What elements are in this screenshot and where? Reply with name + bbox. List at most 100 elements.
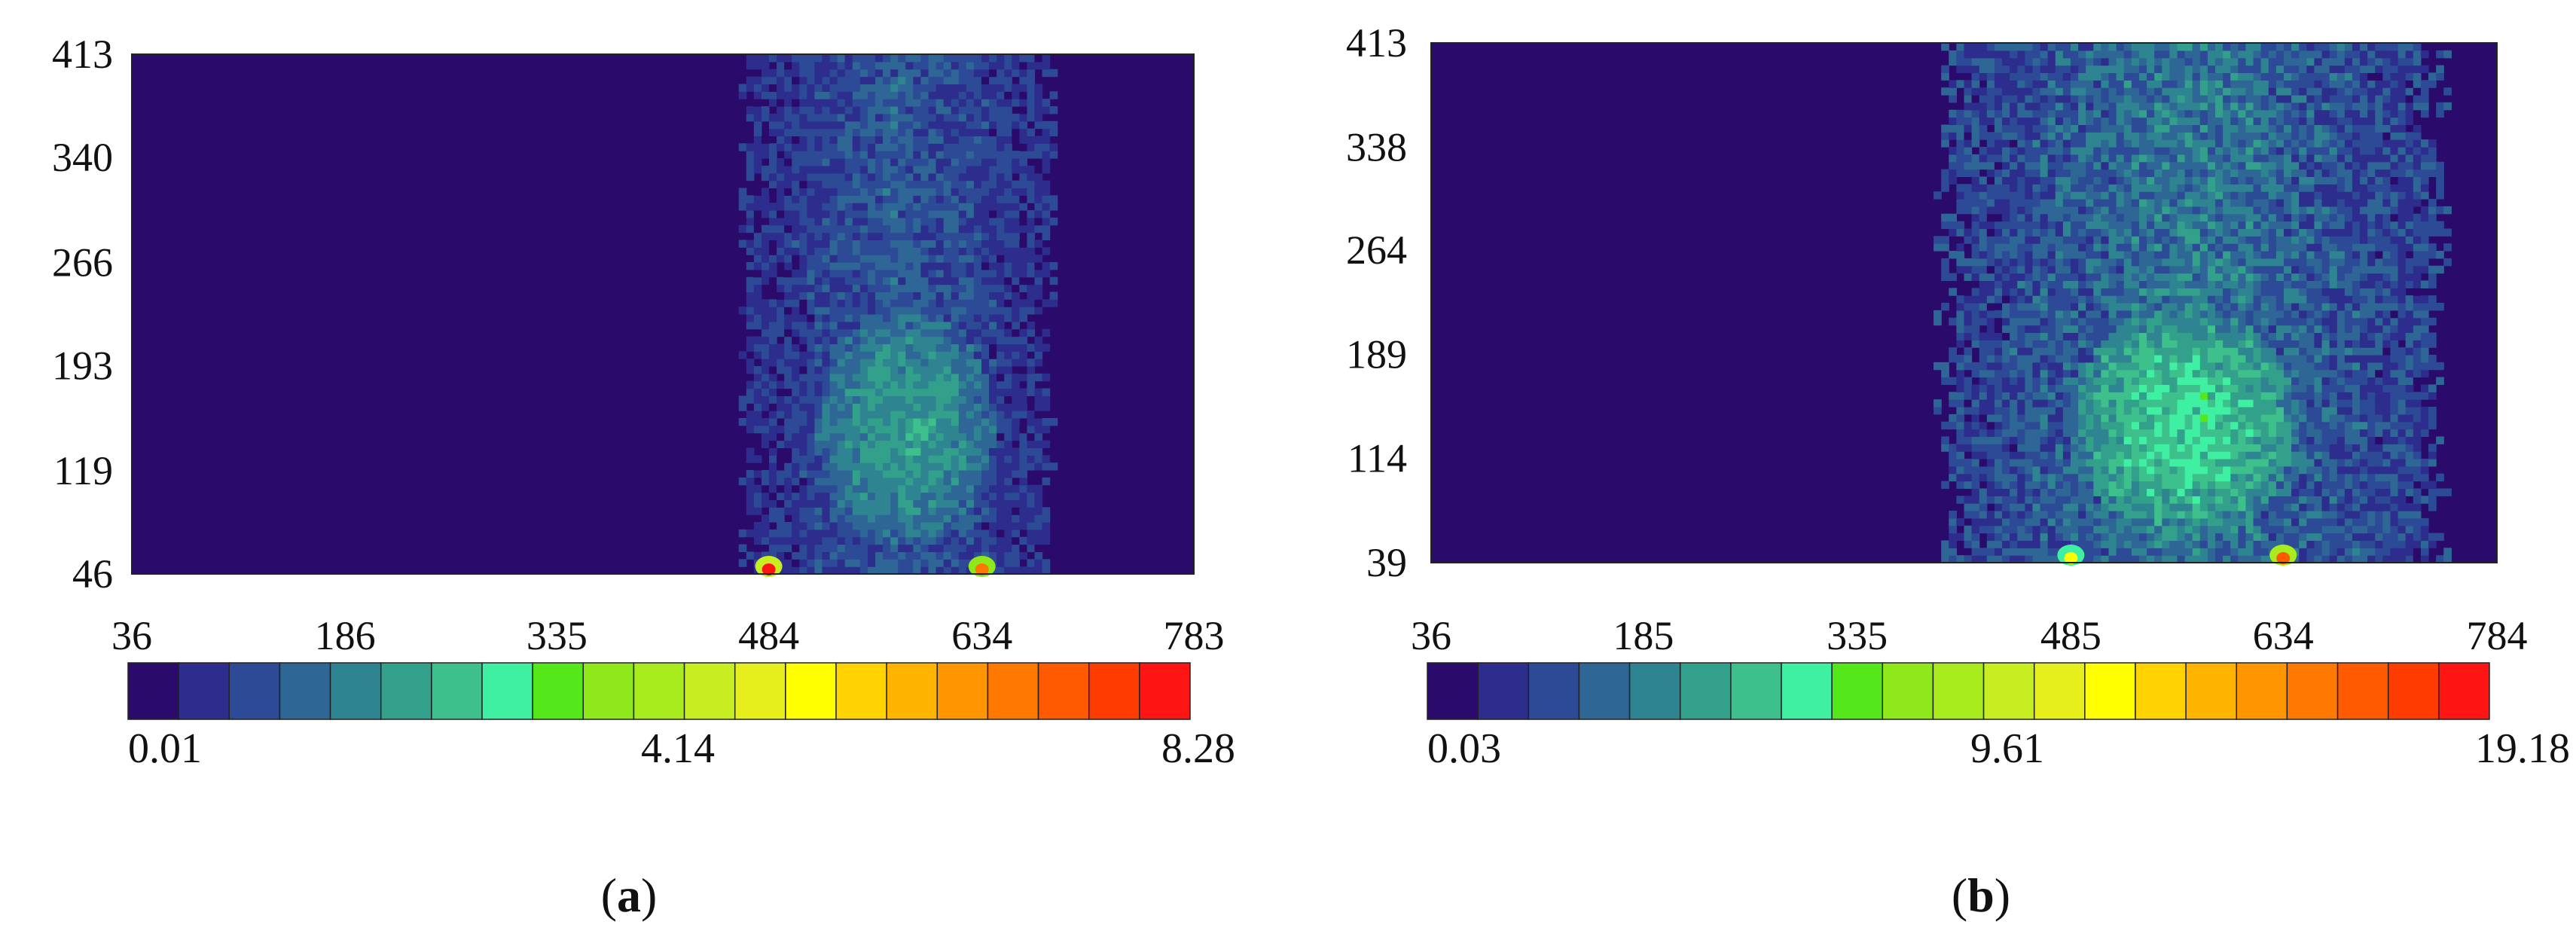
heatmap-cell [2032, 525, 2041, 534]
heatmap-cell [852, 551, 861, 560]
heatmap-cell [2055, 191, 2064, 200]
heatmap-cell [769, 217, 777, 226]
heatmap-cell [852, 462, 861, 471]
heatmap-cell [913, 299, 922, 307]
heatmap-cell [905, 269, 914, 278]
heatmap-cell [1971, 465, 1980, 475]
heatmap-cell [2055, 465, 2064, 475]
heatmap-cell [2162, 50, 2170, 59]
heatmap-cell [807, 536, 816, 545]
heatmap-cell [2032, 488, 2041, 496]
heatmap-cell [875, 255, 884, 263]
heatmap-cell [898, 455, 906, 463]
heatmap-cell [1994, 184, 2003, 192]
heatmap-cell [2010, 533, 2018, 542]
heatmap-cell [2108, 436, 2117, 444]
heatmap-cell [2108, 533, 2117, 542]
heatmap-cell [2055, 407, 2064, 415]
heatmap-cell [2071, 340, 2079, 348]
heatmap-cell [2055, 169, 2064, 178]
heatmap-cell [913, 276, 922, 285]
heatmap-cell [2025, 295, 2034, 304]
heatmap-cell [814, 359, 823, 367]
heatmap-cell [2154, 340, 2162, 348]
heatmap-cell [913, 536, 922, 545]
heatmap-cell [761, 143, 770, 151]
heatmap-cell [1034, 203, 1043, 211]
heatmap-cell [2123, 154, 2132, 163]
heatmap-cell [875, 284, 884, 293]
heatmap-cell [2138, 332, 2147, 340]
heatmap-cell [951, 232, 960, 241]
heatmap-cell [890, 551, 899, 560]
heatmap-cell [2086, 265, 2094, 274]
heatmap-cell [905, 121, 914, 130]
heatmap-cell [913, 54, 922, 63]
heatmap-cell [1019, 492, 1028, 501]
heatmap-cell [973, 255, 982, 263]
heatmap-cell [2131, 362, 2140, 371]
heatmap-cell [829, 351, 838, 359]
heatmap-cell [951, 321, 960, 330]
heatmap-cell [2055, 533, 2064, 542]
heatmap-cell [844, 188, 853, 196]
heatmap-cell [2025, 459, 2034, 467]
heatmap-cell [898, 210, 906, 218]
heatmap-cell [2055, 95, 2064, 103]
heatmap-cell [2002, 488, 2010, 496]
heatmap-cell [867, 321, 876, 330]
heatmap-cell [859, 240, 868, 248]
heatmap-cell [777, 380, 785, 389]
heatmap-cell [852, 484, 861, 493]
heatmap-cell [792, 299, 800, 307]
heatmap-cell [777, 536, 785, 545]
heatmap-cell [859, 165, 868, 174]
heatmap-cell [761, 188, 770, 196]
heatmap-cell [867, 351, 876, 359]
heatmap-cell [2147, 488, 2155, 496]
heatmap-cell [981, 395, 990, 404]
heatmap-cell [799, 551, 807, 560]
heatmap-cell [981, 499, 990, 508]
heatmap-cell [2010, 473, 2018, 482]
heatmap-cell [814, 172, 823, 182]
heatmap-cell [852, 128, 861, 137]
heatmap-cell [1949, 555, 1957, 563]
heatmap-cell [2071, 473, 2079, 482]
heatmap-cell [2032, 444, 2041, 452]
heatmap-cell [852, 359, 861, 367]
heatmap-cell [2086, 147, 2094, 155]
heatmap-cell [2123, 421, 2132, 430]
heatmap-cell [989, 151, 997, 159]
heatmap-cell [973, 328, 982, 337]
heatmap-cell [2002, 465, 2010, 475]
heatmap-cell [973, 514, 982, 523]
heatmap-cell [1941, 72, 1949, 81]
heatmap-cell [2062, 377, 2071, 386]
heatmap-cell [829, 240, 838, 248]
heatmap-cell [2086, 555, 2094, 563]
heatmap-cell [1994, 154, 2003, 163]
heatmap-cell [1956, 310, 1965, 319]
heatmap-cell [2177, 258, 2186, 267]
heatmap-cell [2078, 243, 2086, 252]
heatmap-cell [2184, 265, 2193, 274]
heatmap-cell [1994, 169, 2003, 178]
heatmap-cell [2078, 399, 2086, 407]
heatmap-cell [1042, 536, 1051, 545]
heatmap-cell [2025, 184, 2034, 192]
heatmap-cell [943, 217, 952, 226]
heatmap-cell [1012, 373, 1020, 382]
heatmap-cell [807, 276, 816, 285]
heatmap-cell [2138, 473, 2147, 482]
heatmap-cell [2032, 65, 2041, 74]
heatmap-cell [867, 76, 876, 85]
heatmap-cell [1034, 276, 1043, 285]
heatmap-cell [2123, 533, 2132, 542]
heatmap-cell [883, 343, 891, 352]
heatmap-cell [905, 484, 914, 493]
heatmap-cell [867, 440, 876, 449]
heatmap-cell [943, 328, 952, 337]
heatmap-cell [875, 210, 884, 218]
heatmap-cell [2086, 95, 2094, 103]
